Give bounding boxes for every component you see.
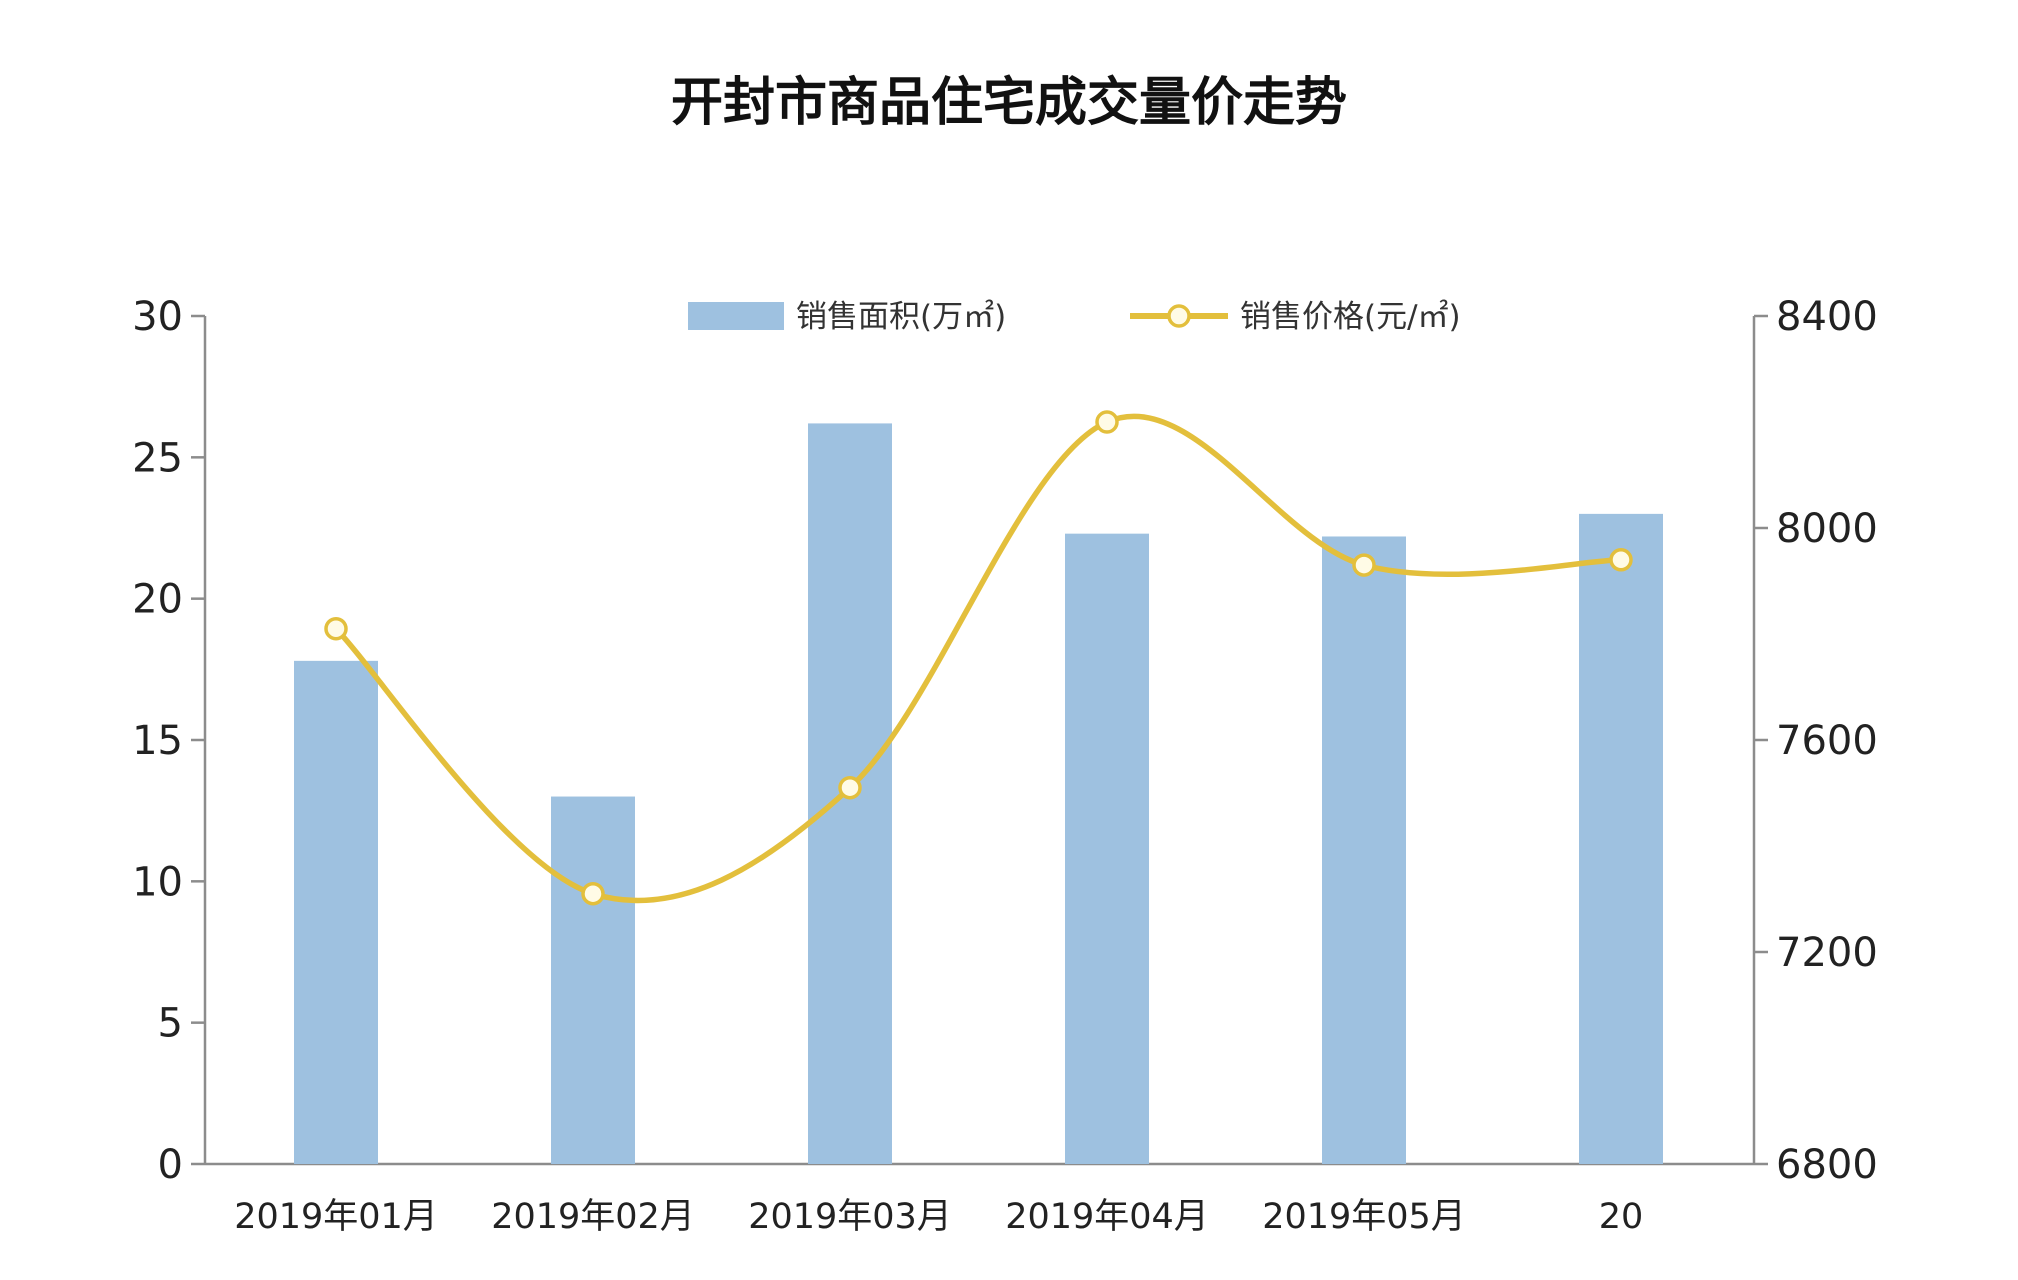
- price-point: [581, 881, 605, 906]
- left-tick-label: 15: [132, 718, 183, 764]
- legend-line-marker: [1167, 304, 1191, 328]
- left-tick-label: 10: [132, 859, 183, 905]
- category-label: 2019年04月: [1005, 1197, 1209, 1237]
- price-line: [333, 413, 1624, 904]
- bar: [1579, 513, 1663, 1164]
- category-label: 2019年05月: [1262, 1197, 1466, 1237]
- price-point: [1095, 410, 1119, 434]
- bar-series: [294, 423, 1663, 1164]
- bar: [1322, 536, 1406, 1164]
- right-tick-label: 8000: [1776, 506, 1878, 552]
- legend-bar-swatch: [688, 302, 784, 330]
- category-label: 2019年02月: [491, 1197, 695, 1237]
- right-tick-label: 6800: [1776, 1142, 1878, 1188]
- left-tick-label: 5: [158, 1001, 183, 1047]
- legend-bar-label: 销售面积(万㎡): [796, 299, 1006, 335]
- right-tick-label: 7200: [1776, 930, 1878, 976]
- axes: 0 5 10 15 20 25 30 6800 7200 7600 8000 8400: [132, 294, 1878, 1188]
- line-series: [324, 410, 1633, 906]
- category-label: 20: [1599, 1197, 1644, 1237]
- legend-line-label: 销售价格(元/㎡): [1240, 299, 1461, 335]
- right-tick-label: 8400: [1776, 294, 1878, 340]
- left-tick-label: 20: [132, 577, 183, 623]
- x-axis-labels: 2019年01月 2019年02月 2019年03月 2019年04月 2019年05月…: [234, 1197, 1643, 1237]
- left-tick-label: 30: [132, 294, 183, 340]
- category-label: 2019年01月: [234, 1197, 438, 1237]
- bar: [294, 660, 378, 1164]
- left-tick-label: 25: [132, 435, 183, 481]
- category-label: 2019年03月: [748, 1197, 952, 1237]
- left-tick-label: 0: [158, 1142, 183, 1188]
- bar: [1065, 533, 1149, 1164]
- right-tick-label: 7600: [1776, 718, 1878, 764]
- price-point: [838, 775, 862, 800]
- bar: [551, 796, 635, 1164]
- price-point: [1352, 553, 1376, 577]
- price-point: [1609, 548, 1633, 572]
- price-point: [324, 616, 348, 641]
- legend: 销售面积(万㎡) 销售价格(元/㎡): [688, 299, 1461, 335]
- chart-title: 开封市商品住宅成交量价走势: [671, 73, 1347, 133]
